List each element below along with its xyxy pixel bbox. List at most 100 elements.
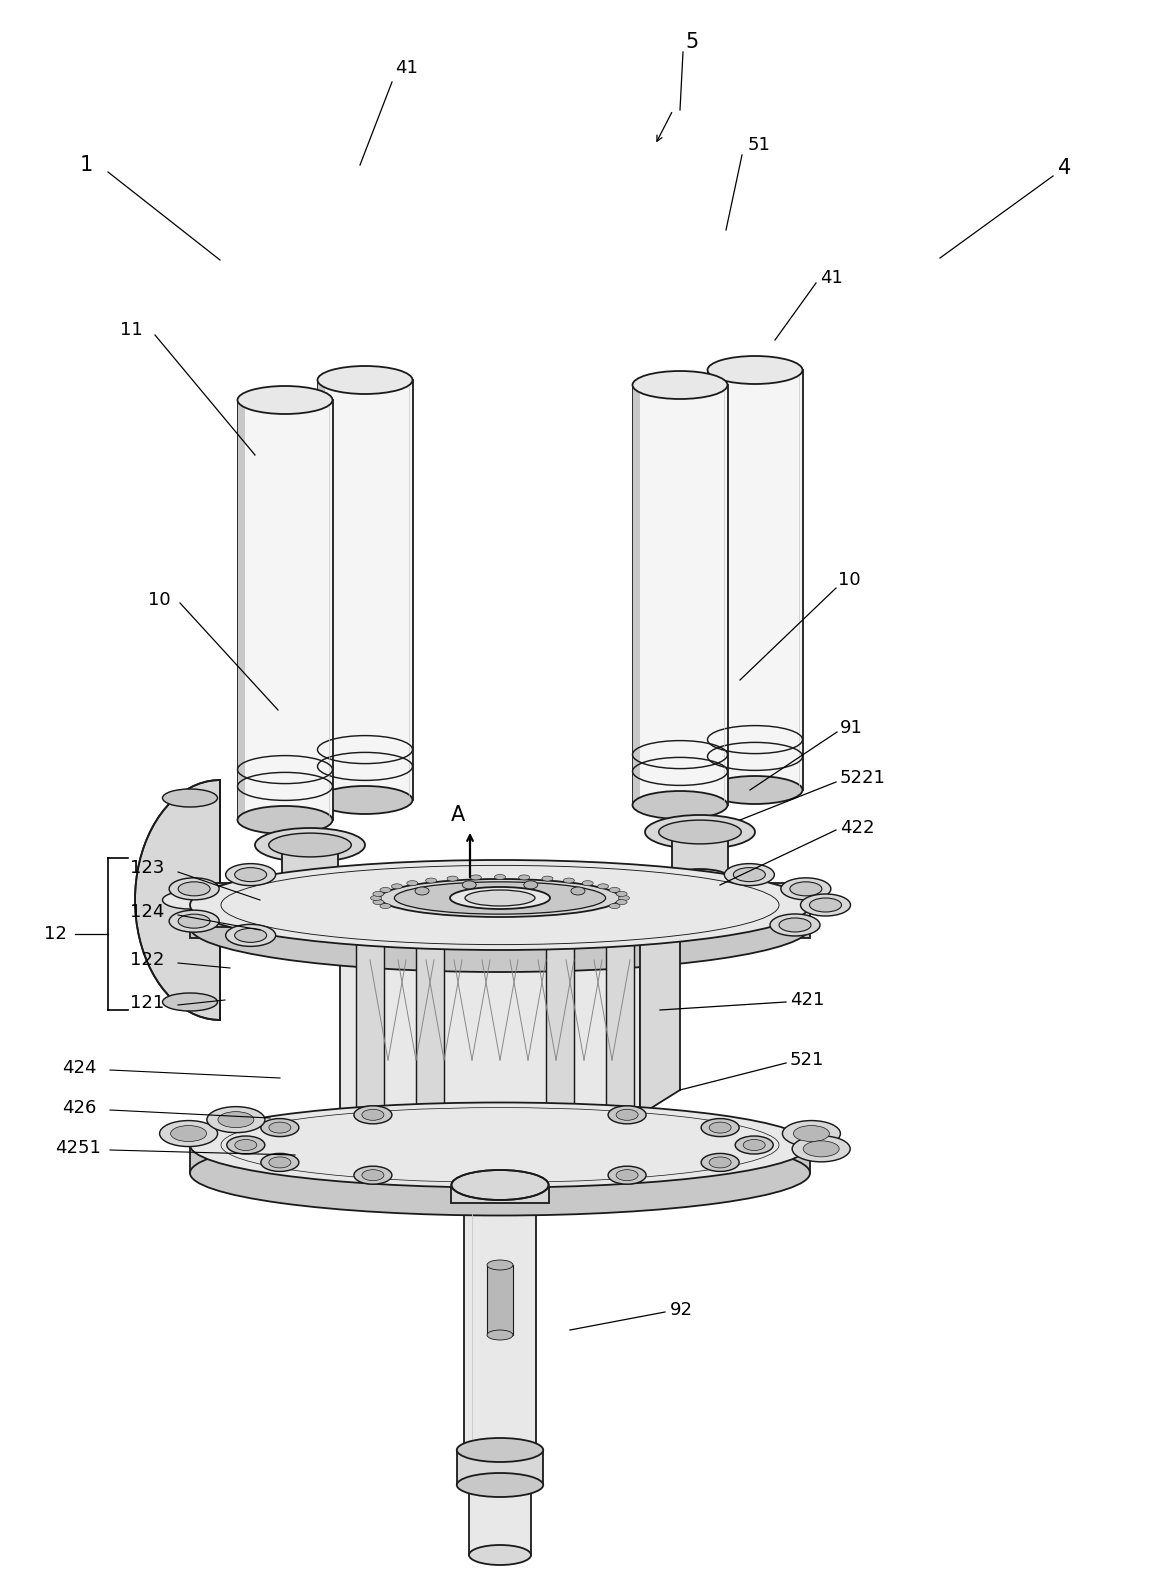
Ellipse shape	[407, 880, 417, 885]
Ellipse shape	[582, 880, 593, 885]
Ellipse shape	[632, 371, 728, 400]
Ellipse shape	[707, 775, 803, 804]
Text: 10: 10	[148, 591, 170, 610]
Ellipse shape	[735, 1137, 773, 1154]
Ellipse shape	[255, 828, 365, 861]
Ellipse shape	[317, 366, 413, 393]
Text: 92: 92	[670, 1301, 693, 1320]
Ellipse shape	[457, 1473, 543, 1496]
Ellipse shape	[546, 1114, 574, 1126]
Polygon shape	[469, 1485, 531, 1555]
Polygon shape	[707, 369, 803, 790]
Text: A: A	[451, 806, 465, 825]
Ellipse shape	[282, 882, 338, 898]
Ellipse shape	[610, 887, 620, 893]
Ellipse shape	[235, 1140, 256, 1151]
Ellipse shape	[707, 357, 803, 384]
Ellipse shape	[519, 876, 530, 880]
Text: 4: 4	[1058, 158, 1072, 178]
Polygon shape	[317, 380, 325, 801]
Ellipse shape	[608, 1106, 646, 1124]
Ellipse shape	[227, 1137, 264, 1154]
Ellipse shape	[619, 895, 629, 901]
Text: 424: 424	[62, 1059, 97, 1078]
Ellipse shape	[269, 1157, 291, 1169]
Ellipse shape	[207, 1106, 264, 1132]
Ellipse shape	[162, 892, 217, 909]
Text: 422: 422	[840, 818, 874, 837]
Polygon shape	[416, 935, 444, 1121]
Text: 123: 123	[130, 860, 164, 877]
Polygon shape	[641, 915, 680, 1114]
Polygon shape	[238, 400, 332, 820]
Polygon shape	[451, 1184, 549, 1204]
Ellipse shape	[770, 914, 820, 936]
Ellipse shape	[546, 930, 574, 939]
Ellipse shape	[494, 874, 506, 879]
Ellipse shape	[217, 1111, 254, 1127]
Ellipse shape	[373, 892, 384, 896]
Ellipse shape	[370, 895, 382, 901]
Polygon shape	[546, 935, 574, 1121]
Ellipse shape	[781, 877, 830, 899]
Polygon shape	[486, 1266, 513, 1336]
Ellipse shape	[610, 904, 620, 909]
Text: 426: 426	[62, 1098, 97, 1118]
Ellipse shape	[486, 1329, 513, 1340]
Ellipse shape	[416, 1114, 444, 1126]
Text: 521: 521	[790, 1051, 825, 1068]
Text: 41: 41	[394, 59, 417, 76]
Ellipse shape	[261, 1154, 299, 1172]
Ellipse shape	[734, 868, 766, 882]
Polygon shape	[632, 385, 728, 806]
Ellipse shape	[645, 815, 756, 849]
Text: 11: 11	[120, 322, 143, 339]
Ellipse shape	[608, 1167, 646, 1184]
Ellipse shape	[394, 882, 606, 914]
Ellipse shape	[170, 1126, 207, 1141]
Ellipse shape	[616, 892, 627, 896]
Ellipse shape	[672, 869, 728, 885]
Text: 12: 12	[44, 925, 67, 942]
Polygon shape	[707, 369, 715, 790]
Ellipse shape	[160, 1121, 217, 1146]
Ellipse shape	[782, 1121, 841, 1146]
Ellipse shape	[793, 1126, 829, 1141]
Ellipse shape	[486, 1259, 513, 1270]
Text: 5: 5	[685, 32, 698, 53]
Ellipse shape	[238, 806, 332, 834]
Ellipse shape	[169, 877, 220, 899]
Ellipse shape	[564, 879, 574, 884]
Text: 1: 1	[81, 154, 93, 175]
Text: 41: 41	[820, 269, 843, 287]
Ellipse shape	[659, 820, 742, 844]
Ellipse shape	[235, 868, 267, 882]
Ellipse shape	[447, 876, 458, 880]
Ellipse shape	[178, 914, 210, 928]
Ellipse shape	[710, 1122, 731, 1134]
Ellipse shape	[743, 1140, 765, 1151]
Ellipse shape	[356, 930, 384, 939]
Ellipse shape	[632, 791, 728, 818]
Polygon shape	[340, 939, 641, 1114]
Ellipse shape	[457, 1438, 543, 1461]
Ellipse shape	[190, 1103, 810, 1188]
Ellipse shape	[416, 930, 444, 939]
Ellipse shape	[616, 1170, 638, 1181]
Ellipse shape	[800, 895, 851, 915]
Ellipse shape	[606, 930, 634, 939]
Text: 121: 121	[130, 993, 164, 1013]
Polygon shape	[457, 1450, 543, 1485]
Ellipse shape	[702, 1119, 739, 1137]
Ellipse shape	[269, 833, 351, 856]
Polygon shape	[190, 915, 810, 938]
Text: 51: 51	[748, 135, 770, 154]
Ellipse shape	[462, 880, 476, 888]
Polygon shape	[190, 1145, 810, 1173]
Polygon shape	[463, 1184, 536, 1450]
Ellipse shape	[463, 1173, 536, 1196]
Ellipse shape	[356, 1114, 384, 1126]
Ellipse shape	[238, 385, 332, 414]
Text: 91: 91	[840, 720, 862, 737]
Polygon shape	[135, 780, 220, 1020]
